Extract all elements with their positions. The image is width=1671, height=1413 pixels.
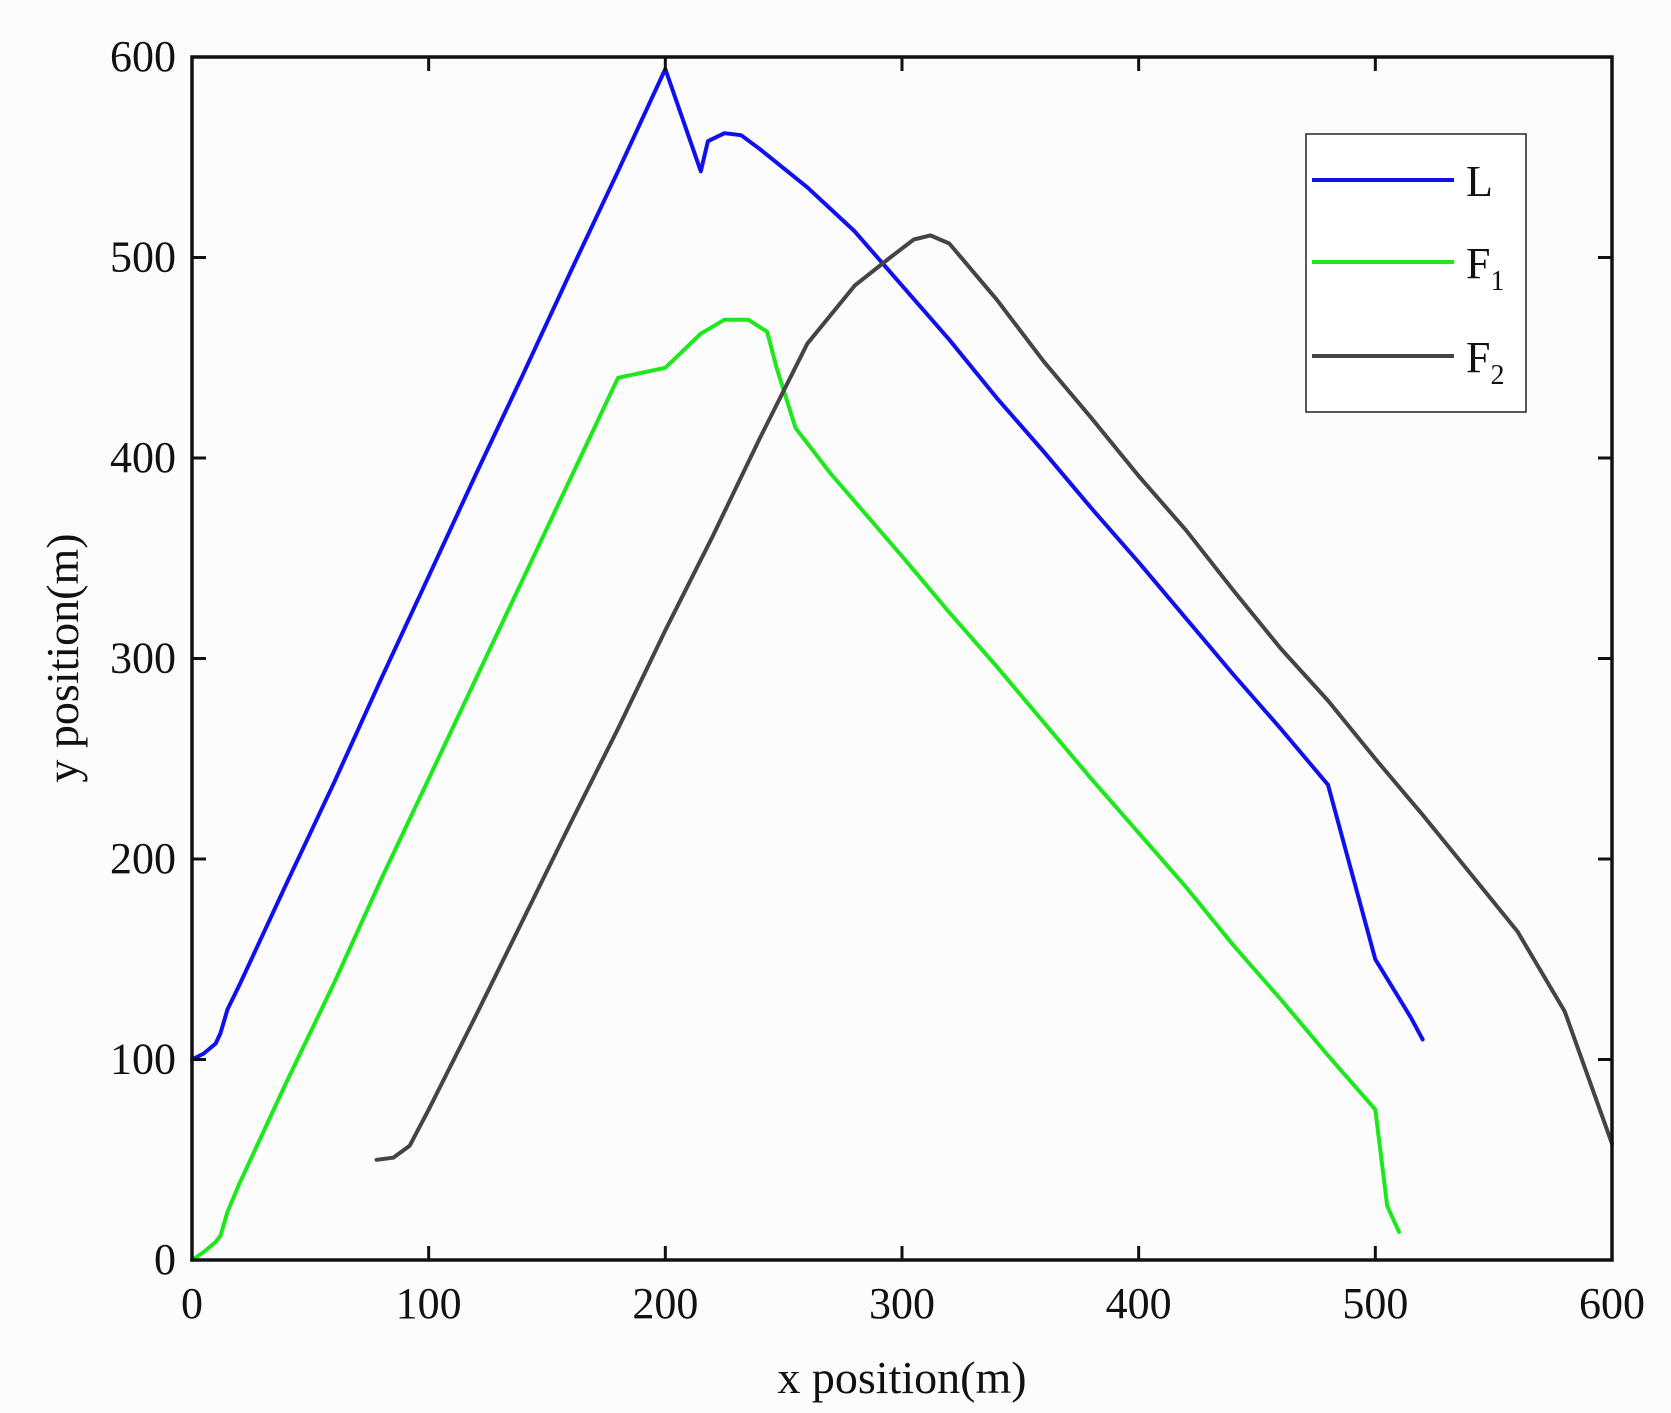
series-line-f2 xyxy=(374,233,1614,1162)
series-line-f1 xyxy=(190,317,1401,1262)
x-axis-label: x position(m) xyxy=(777,1352,1026,1403)
x-tick-label-600: 600 xyxy=(1579,1279,1645,1328)
legend-label-f2: F2 xyxy=(1466,333,1504,391)
x-tick-label-300: 300 xyxy=(869,1279,935,1328)
legend-label-f1: F1 xyxy=(1466,239,1504,297)
y-tick-label-500: 500 xyxy=(110,233,176,282)
series-layer xyxy=(190,67,1614,1262)
legend-item-f1: F1 xyxy=(1312,239,1504,297)
y-axis-label: y position(m) xyxy=(37,533,88,782)
legend-label-f2-sub: 2 xyxy=(1490,360,1504,391)
plot-frame xyxy=(190,55,1614,1262)
y-tick-label-200: 200 xyxy=(110,834,176,883)
x-tick-label-500: 500 xyxy=(1342,1279,1408,1328)
legend-label-l: L xyxy=(1466,157,1493,206)
x-tick-label-100: 100 xyxy=(396,1279,462,1328)
y-tick-label-300: 300 xyxy=(110,634,176,683)
legend-label-l-main: L xyxy=(1466,157,1493,206)
legend-label-f1-main: F xyxy=(1466,239,1490,288)
series-line-l xyxy=(190,67,1425,1062)
legend: L F1 F2 xyxy=(1305,133,1527,413)
y-tick-label-400: 400 xyxy=(110,433,176,482)
y-tick-label-0: 0 xyxy=(154,1235,176,1284)
x-tick-label-200: 200 xyxy=(632,1279,698,1328)
legend-item-l: L xyxy=(1312,157,1493,206)
tick-layer: 0 100 200 300 400 500 600 0 100 200 300 400 500 600 xyxy=(110,32,1645,1328)
x-tick-label-0: 0 xyxy=(181,1279,203,1328)
legend-item-f2: F2 xyxy=(1312,333,1504,391)
x-tick-label-400: 400 xyxy=(1106,1279,1172,1328)
legend-label-f2-main: F xyxy=(1466,333,1490,382)
legend-label-f1-sub: 1 xyxy=(1490,266,1504,297)
y-tick-label-100: 100 xyxy=(110,1035,176,1084)
y-tick-label-600: 600 xyxy=(110,32,176,81)
